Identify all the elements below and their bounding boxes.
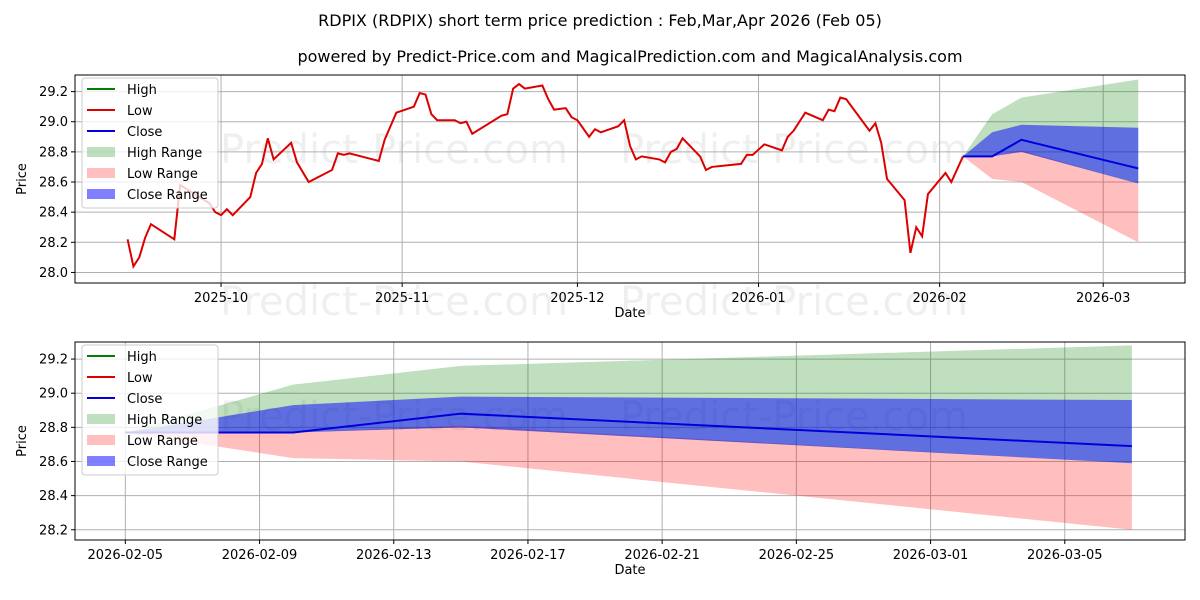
legend-swatch [87, 435, 115, 445]
legend-label: High [127, 350, 157, 365]
watermark: Predict-Price.com [620, 279, 968, 325]
legend-swatch [87, 456, 115, 466]
legend-label: Low [127, 104, 153, 119]
watermark: Predict-Price.com [220, 127, 568, 173]
plot-overview: Predict-Price.com Predict-Price.com Predic… [15, 74, 1186, 325]
legend-label: Low [127, 371, 153, 386]
x-tick-label: 2026-02-21 [624, 548, 700, 563]
x-tick-label: 2026-03-01 [893, 548, 969, 563]
watermark: Predict-Price.com [220, 279, 568, 325]
legend-swatch [87, 147, 115, 157]
y-tick-label: 29.2 [39, 85, 68, 100]
legend-label: High Range [127, 413, 202, 428]
y-tick-label: 29.0 [39, 387, 68, 402]
series-group [126, 79, 1139, 269]
legend-box [81, 77, 219, 209]
legend-label: Close Range [127, 188, 208, 203]
legend-label: High Range [127, 146, 202, 161]
y-tick-label: 28.2 [39, 236, 68, 251]
y-tick-label: 28.8 [39, 421, 68, 436]
y-tick-label: 28.6 [39, 455, 68, 470]
y-tick-label: 28.4 [39, 489, 68, 504]
x-tick-label: 2026-03-05 [1027, 548, 1103, 563]
y-axis-label: Price [15, 163, 30, 195]
legend-box [81, 344, 219, 476]
y-tick-label: 29.2 [39, 353, 68, 368]
x-tick-label: 2025-11 [375, 291, 429, 306]
y-tick-label: 28.6 [39, 176, 68, 191]
plot-forecast: Predict-Price.comPredict-Price.com28.228… [15, 341, 1186, 578]
close-range-band [125, 396, 1132, 464]
watermark: Predict-Price.com [620, 127, 968, 173]
x-tick-label: 2026-01 [731, 291, 785, 306]
x-tick-label: 2026-03 [1076, 291, 1130, 306]
y-tick-label: 28.8 [39, 145, 68, 160]
y-tick-label: 28.4 [39, 206, 68, 221]
chart-subtitle: powered by Predict-Price.com and Magical… [297, 47, 962, 66]
legend: High Low Close High Range Low Range Close Ran… [81, 77, 219, 209]
legend-swatch [87, 168, 115, 178]
x-tick-label: 2025-10 [194, 291, 248, 306]
series-group [125, 345, 1132, 530]
x-tick-label: 2026-02-17 [490, 548, 566, 563]
x-tick-label: 2026-02-09 [222, 548, 298, 563]
close-line [963, 138, 1139, 170]
x-tick-label: 2025-12 [550, 291, 604, 306]
x-axis-label: Date [614, 563, 645, 578]
legend-label: Low Range [127, 167, 198, 182]
x-tick-label: 2026-02-05 [88, 548, 164, 563]
legend-swatch [87, 189, 115, 199]
low-line [126, 82, 964, 269]
y-tick-label: 28.0 [39, 266, 68, 281]
plot-frame [74, 341, 1186, 541]
plot-frame [74, 74, 1186, 284]
y-tick-label: 29.0 [39, 115, 68, 130]
y-axis-label: Price [15, 425, 30, 457]
close-range-band [963, 124, 1139, 184]
low-range-band [125, 425, 1132, 530]
legend: High Low Close High Range Low Range Close Ran… [81, 344, 219, 476]
x-tick-label: 2026-02-13 [356, 548, 432, 563]
chart-title: RDPIX (RDPIX) short term price predictio… [318, 11, 882, 30]
legend-label: Low Range [127, 434, 198, 449]
low-range-band [963, 150, 1139, 243]
x-tick-label: 2026-02-25 [759, 548, 835, 563]
legend-label: Close [127, 392, 162, 407]
legend-label: High [127, 83, 157, 98]
legend-swatch [87, 414, 115, 424]
y-tick-label: 28.2 [39, 523, 68, 538]
legend-label: Close Range [127, 455, 208, 470]
x-axis-label: Date [614, 306, 645, 321]
legend-label: Close [127, 125, 162, 140]
x-tick-label: 2026-02 [912, 291, 966, 306]
